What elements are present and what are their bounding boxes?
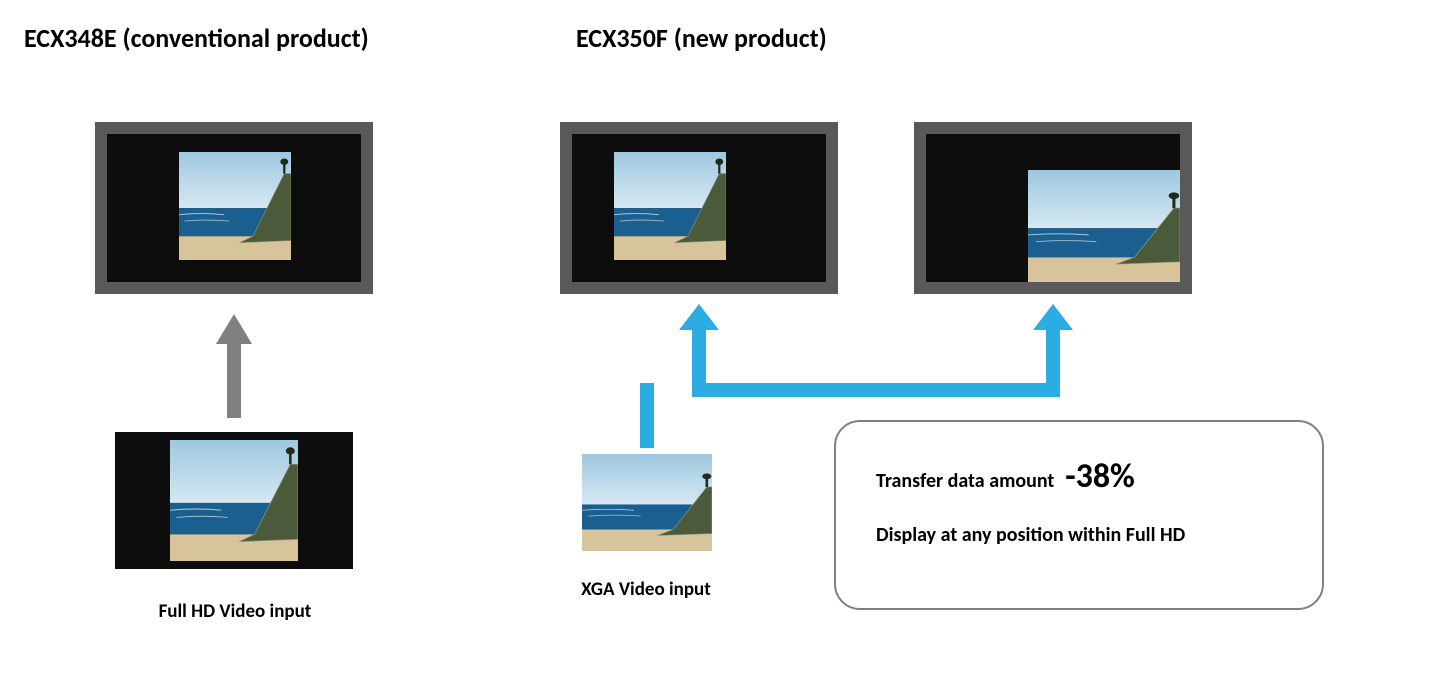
- callout-prefix: Transfer data amount: [876, 469, 1054, 493]
- left-monitor: [95, 122, 373, 294]
- mid-monitor: [560, 122, 838, 294]
- left-title: ECX348E (conventional product): [24, 22, 369, 54]
- callout-line2: Display at any position within Full HD: [876, 523, 1282, 547]
- right-monitor-screen: [926, 134, 1180, 282]
- callout-box: Transfer data amount -38% Display at any…: [834, 420, 1324, 610]
- left-input-label: Full HD Video input: [110, 600, 360, 623]
- right-input-label: XGA Video input: [546, 578, 746, 601]
- callout-line1: Transfer data amount -38%: [876, 456, 1282, 497]
- right-source-beach-icon: [582, 454, 712, 551]
- right-monitor-beach-icon: [1028, 170, 1180, 282]
- right-title: ECX350F (new product): [576, 22, 827, 54]
- right-monitor: [914, 122, 1192, 294]
- left-monitor-beach-icon: [179, 152, 291, 260]
- left-source: [115, 432, 353, 569]
- callout-value: -38%: [1065, 456, 1135, 497]
- mid-monitor-beach-icon: [614, 152, 726, 260]
- left-monitor-screen: [107, 134, 361, 282]
- left-source-beach-icon: [170, 440, 298, 561]
- gray-arrow-icon: [216, 314, 252, 418]
- mid-monitor-screen: [572, 134, 826, 282]
